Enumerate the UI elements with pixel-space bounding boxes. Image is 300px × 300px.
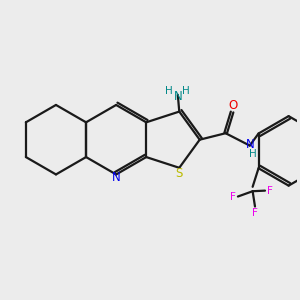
Text: N: N	[246, 138, 255, 151]
Text: F: F	[230, 191, 236, 202]
Text: S: S	[176, 167, 183, 180]
Text: N: N	[174, 90, 183, 104]
Text: N: N	[112, 172, 121, 184]
Text: H: H	[249, 149, 257, 159]
Text: H: H	[182, 86, 190, 96]
Text: F: F	[252, 208, 258, 218]
Text: O: O	[228, 99, 238, 112]
Text: H: H	[165, 86, 173, 96]
Text: F: F	[267, 186, 273, 196]
